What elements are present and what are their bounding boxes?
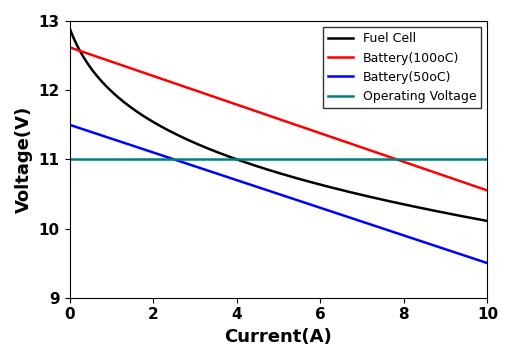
Battery(50oC)	[67, 123, 73, 127]
Line: Battery(50oC): Battery(50oC)	[70, 125, 487, 263]
Fuel Cell	[315, 182, 321, 186]
Fuel Cell	[409, 204, 415, 208]
Battery(100oC)	[67, 45, 73, 49]
Battery(50oC)	[409, 236, 415, 240]
X-axis label: Current(A): Current(A)	[225, 328, 332, 346]
Fuel Cell	[475, 217, 481, 221]
Battery(100oC)	[475, 185, 481, 189]
Line: Battery(100oC): Battery(100oC)	[70, 47, 487, 191]
Battery(100oC)	[292, 123, 299, 127]
Battery(50oC)	[292, 197, 299, 202]
Battery(100oC)	[484, 188, 490, 193]
Battery(100oC)	[315, 130, 321, 135]
Battery(50oC)	[484, 261, 490, 265]
Battery(50oC)	[475, 258, 481, 262]
Fuel Cell	[484, 219, 490, 223]
Line: Fuel Cell: Fuel Cell	[70, 28, 487, 221]
Y-axis label: Voltage(V): Voltage(V)	[15, 106, 33, 213]
Battery(50oC)	[315, 205, 321, 209]
Fuel Cell	[267, 168, 273, 173]
Battery(100oC)	[409, 162, 415, 167]
Legend: Fuel Cell, Battery(100oC), Battery(50oC), Operating Voltage: Fuel Cell, Battery(100oC), Battery(50oC)…	[323, 27, 481, 108]
Battery(50oC)	[265, 188, 271, 193]
Operating Voltage	[67, 157, 73, 161]
Fuel Cell	[67, 26, 73, 30]
Fuel Cell	[292, 176, 299, 180]
Battery(100oC)	[265, 113, 271, 117]
Battery(50oC)	[267, 189, 273, 193]
Operating Voltage	[108, 157, 114, 161]
Battery(100oC)	[267, 114, 273, 118]
Fuel Cell	[265, 168, 271, 172]
